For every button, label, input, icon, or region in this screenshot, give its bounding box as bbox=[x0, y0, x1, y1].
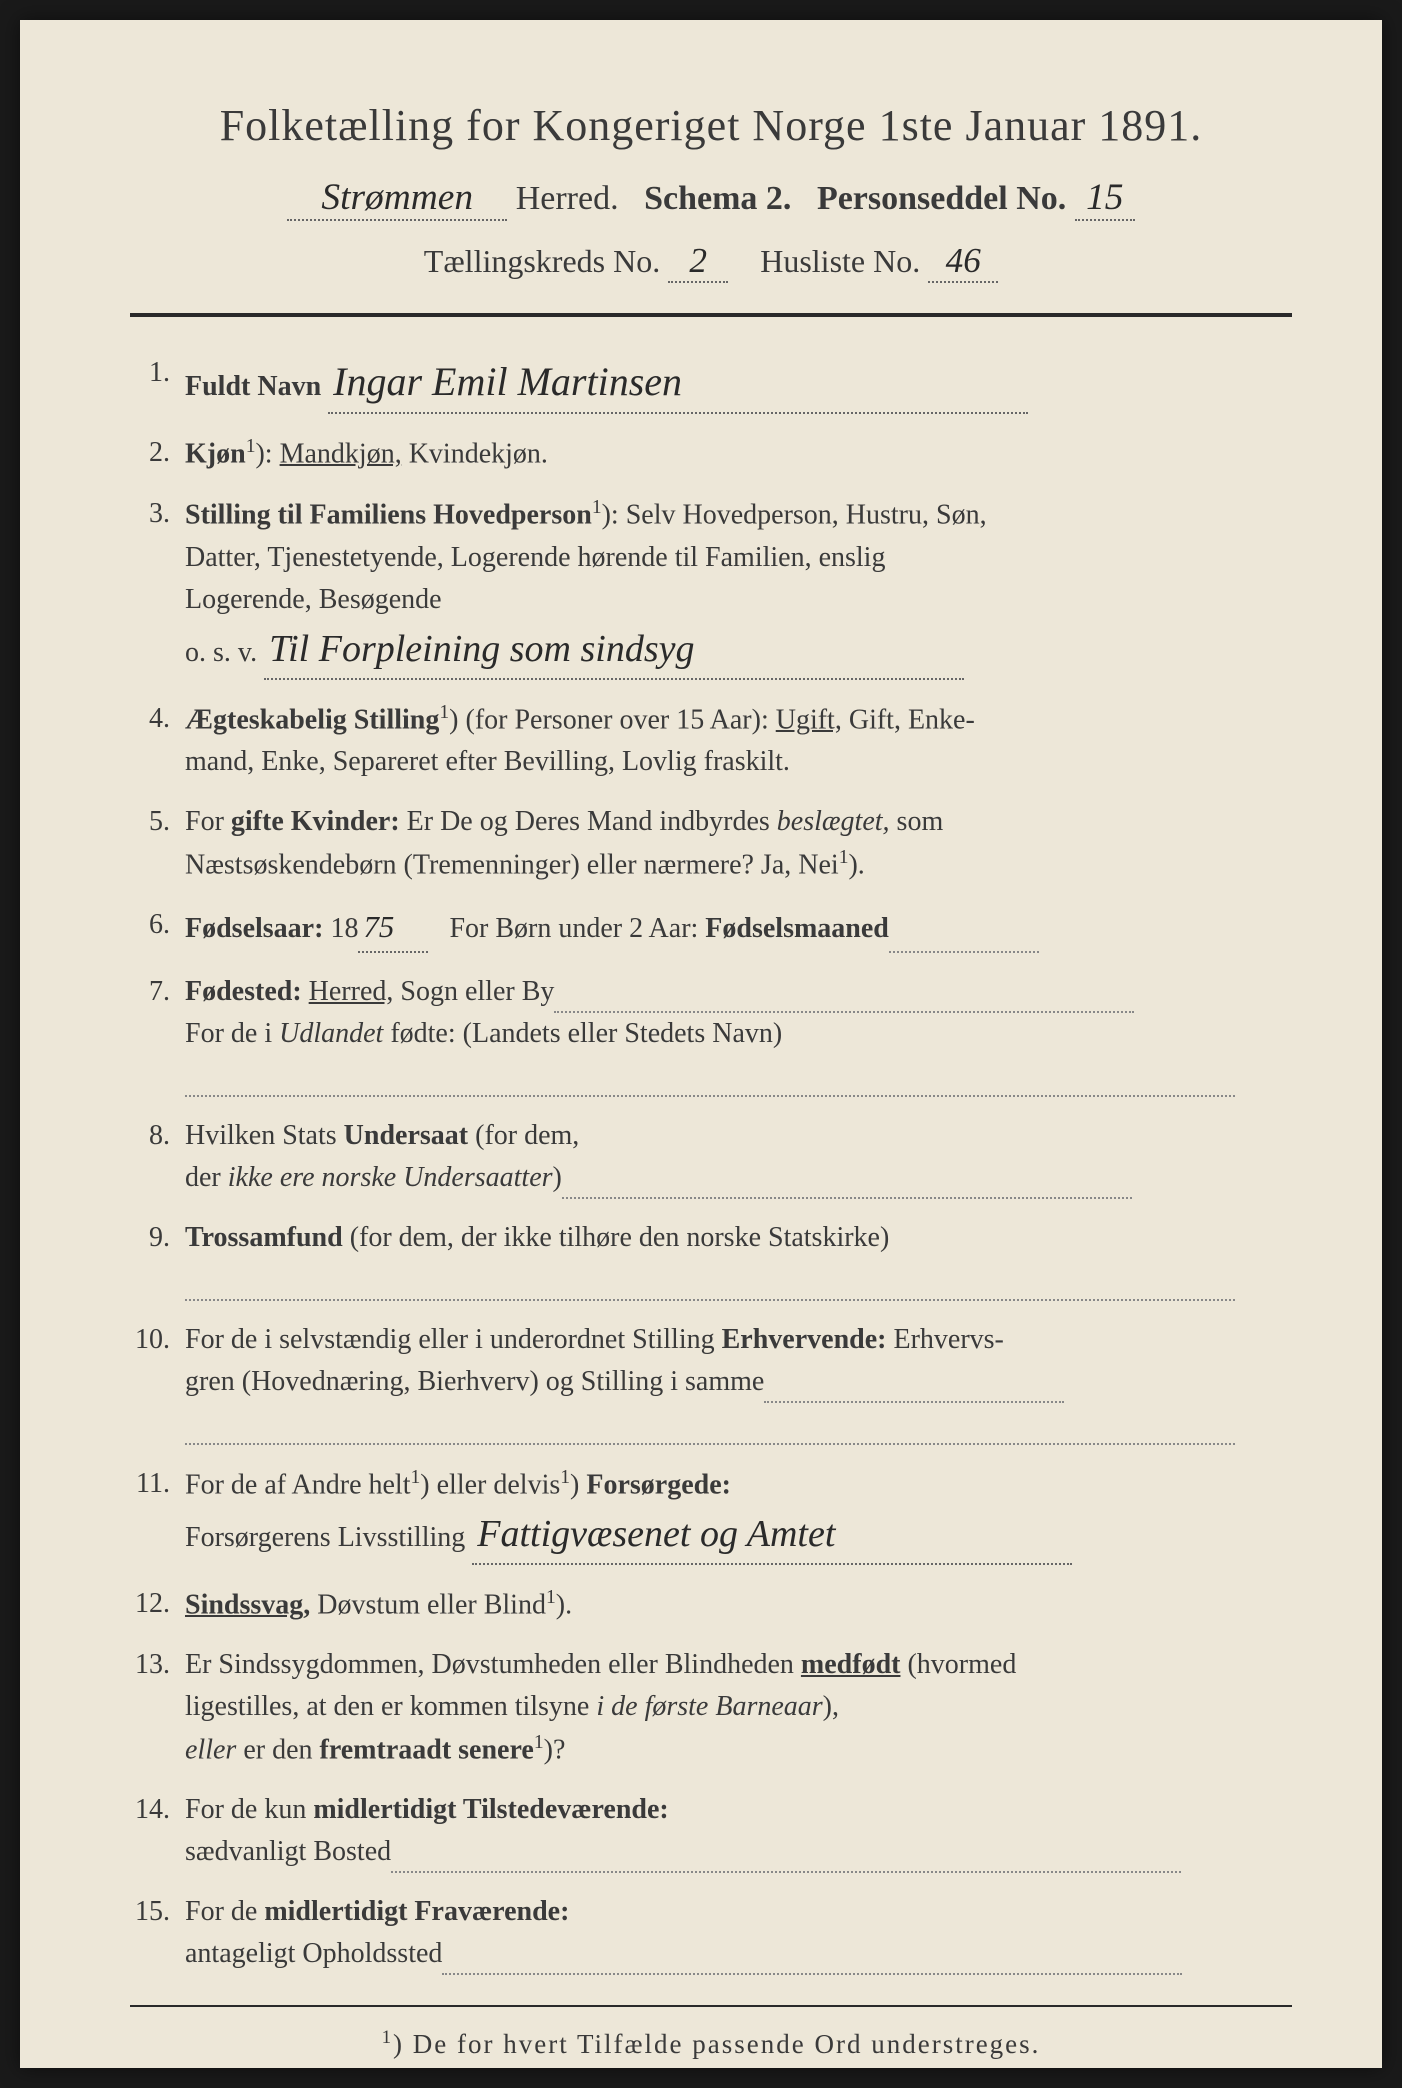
item-11-provider: 11. For de af Andre helt1) eller delvis1… bbox=[130, 1463, 1292, 1565]
herred-label: Herred. bbox=[516, 180, 619, 217]
personseddel-label: Personseddel No. bbox=[817, 180, 1066, 217]
item-4-marital: 4. Ægteskabelig Stilling1) (for Personer… bbox=[130, 698, 1292, 783]
value-provider: Fattigvæsenet og Amtet bbox=[472, 1506, 1072, 1565]
personseddel-no: 15 bbox=[1075, 176, 1135, 221]
item-3-relation: 3. Stilling til Familiens Hovedperson1):… bbox=[130, 493, 1292, 679]
item-5-married-women: 5. For gifte Kvinder: Er De og Deres Man… bbox=[130, 801, 1292, 886]
item-9-religion: 9. Trossamfund (for dem, der ikke tilhør… bbox=[130, 1217, 1292, 1301]
tallingskreds-no: 2 bbox=[668, 241, 728, 283]
item-12-disability: 12. Sindssvag, Døvstum eller Blind1). bbox=[130, 1583, 1292, 1626]
item-10-occupation: 10. For de i selvstændig eller i underor… bbox=[130, 1319, 1292, 1445]
value-fuldt-navn: Ingar Emil Martinsen bbox=[328, 352, 1028, 414]
divider-bottom bbox=[130, 2005, 1292, 2007]
value-herred: Herred, bbox=[309, 976, 394, 1007]
value-ugift: Ugift, bbox=[776, 704, 842, 735]
herred-value: Strømmen bbox=[287, 176, 507, 221]
census-form-page: Folketælling for Kongeriget Norge 1ste J… bbox=[20, 20, 1382, 2068]
item-6-birthyear: 6. Fødselsaar: 1875 For Børn under 2 Aar… bbox=[130, 904, 1292, 952]
value-mandkjon: Mandkjøn, bbox=[280, 438, 402, 469]
schema-label: Schema 2. bbox=[644, 180, 791, 217]
value-birthyear: 75 bbox=[358, 904, 428, 952]
value-sindssvag: Sindssvag, bbox=[185, 1589, 310, 1620]
husliste-no: 46 bbox=[928, 241, 998, 283]
divider-top bbox=[130, 313, 1292, 317]
item-14-temporary-present: 14. For de kun midlertidigt Tilstedevære… bbox=[130, 1789, 1292, 1873]
husliste-label: Husliste No. bbox=[760, 243, 920, 279]
header-line-1: Strømmen Herred. Schema 2. Personseddel … bbox=[130, 176, 1292, 221]
footnote: 1) De for hvert Tilfælde passende Ord un… bbox=[130, 2027, 1292, 2060]
header-line-2: Tællingskreds No. 2 Husliste No. 46 bbox=[130, 241, 1292, 283]
item-13-congenital: 13. Er Sindssygdommen, Døvstumheden elle… bbox=[130, 1644, 1292, 1771]
label-kjon: Kjøn bbox=[185, 438, 246, 469]
item-8-citizenship: 8. Hvilken Stats Undersaat (for dem, der… bbox=[130, 1115, 1292, 1199]
value-medfodt: medfødt bbox=[801, 1649, 901, 1680]
label-fuldt-navn: Fuldt Navn bbox=[185, 371, 321, 402]
item-15-temporary-absent: 15. For de midlertidigt Fraværende: anta… bbox=[130, 1891, 1292, 1975]
tallingskreds-label: Tællingskreds No. bbox=[424, 243, 660, 279]
item-7-birthplace: 7. Fødested: Herred, Sogn eller By For d… bbox=[130, 971, 1292, 1097]
item-1-name: 1. Fuldt Navn Ingar Emil Martinsen bbox=[130, 352, 1292, 414]
form-title: Folketælling for Kongeriget Norge 1ste J… bbox=[130, 100, 1292, 151]
value-relation: Til Forpleining som sindsyg bbox=[264, 621, 964, 680]
item-2-sex: 2. Kjøn1): Mandkjøn, Kvindekjøn. bbox=[130, 432, 1292, 475]
